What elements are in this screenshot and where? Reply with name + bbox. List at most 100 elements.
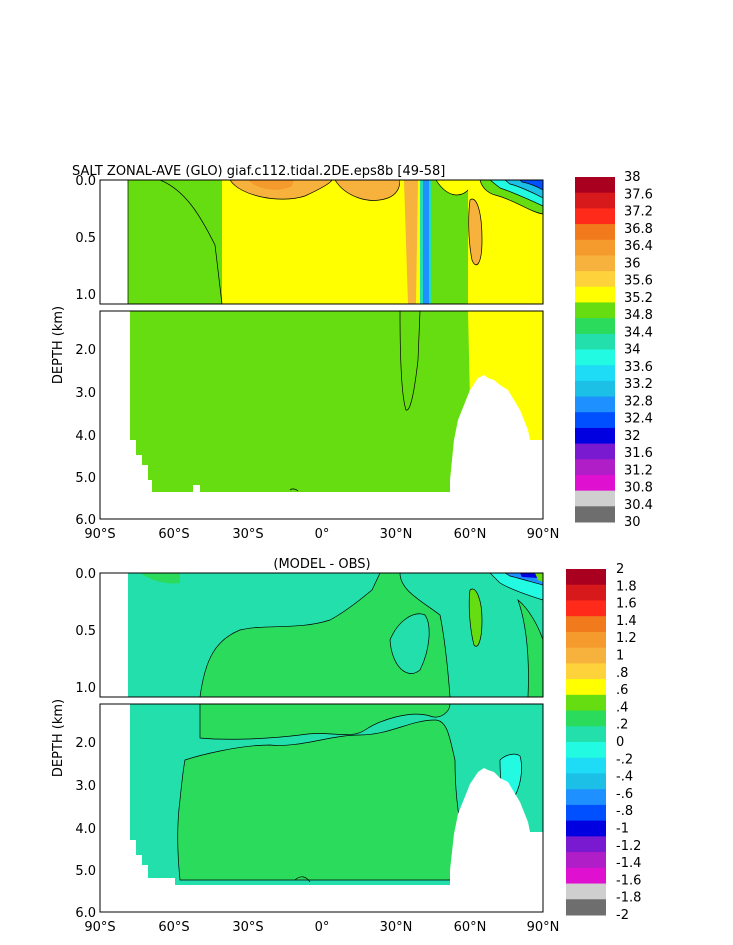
colorbar-label: 2 [616,562,624,577]
colorbar-swatch [575,349,615,366]
colorbar-label: -1 [616,822,629,837]
colorbar-swatch [575,192,615,209]
colorbar-swatch [566,647,606,664]
colorbar-label: -.8 [616,804,633,819]
colorbar-swatch [566,852,606,869]
colorbar-swatch [575,490,615,507]
colorbar-swatch [566,773,606,790]
colorbar-label: 33.2 [624,377,653,392]
salinity-title: SALT ZONAL-AVE (GLO) giaf.c112.tidal.2DE… [72,164,445,179]
colorbar-label: 1.2 [616,631,637,646]
colorbar-swatch [566,867,606,885]
salinity-upper-field [127,180,543,304]
colorbar-swatch [566,726,606,743]
anomaly-title: (MODEL - OBS) [273,557,370,572]
colorbar-label: -1.6 [616,873,641,888]
salinity-panel: SALT ZONAL-AVE (GLO) giaf.c112.tidal.2DE… [51,164,653,542]
anomaly-ytick-3: 2.0 [75,736,96,751]
salinity-ytick-2: 1.0 [75,288,96,303]
colorbar-swatch [566,663,606,680]
anomaly-xtick-4: 30°N [380,920,413,935]
salinity-lower-field [100,311,543,519]
colorbar-label: 1.8 [616,579,637,594]
colorbar-label: .2 [616,718,628,733]
colorbar-label: -.6 [616,787,633,802]
colorbar-swatch [575,255,615,272]
colorbar-swatch [575,506,615,523]
anomaly-ytick-7: 6.0 [75,906,96,921]
salinity-ytick-0: 0.0 [75,174,96,189]
anomaly-xtick-0: 90°S [84,920,115,935]
salinity-xtick-3: 0° [315,527,330,542]
colorbar-swatch [575,474,615,492]
colorbar-label: 32.8 [624,394,653,409]
colorbar-swatch [575,459,615,476]
colorbar-swatch [575,302,615,319]
salinity-ytick-4: 3.0 [75,386,96,401]
colorbar-label: .4 [616,700,628,715]
colorbar-label: 36.8 [624,222,653,237]
colorbar-label: -1.4 [616,856,641,871]
colorbar-swatch [575,318,615,335]
colorbar-swatch [566,820,606,837]
anomaly-colorbar: 21.81.61.41.21.8.6.4.20-.2-.4-.6-.8-1-1.… [566,562,641,923]
anomaly-lower-field [100,704,543,912]
colorbar-label: 30 [624,515,641,530]
colorbar-label: 34.4 [624,325,653,340]
anomaly-xtick-3: 0° [315,920,330,935]
colorbar-swatch [575,412,615,429]
colorbar-swatch [575,239,615,256]
colorbar-swatch [566,836,606,853]
salinity-colorbar: 38 37.6 37.2 36.8 36.4 36 35.6 35.2 34.8 34.4 34 33… [575,170,653,530]
colorbar-swatch [575,177,615,194]
salinity-xtick-0: 90°S [84,527,115,542]
colorbar-label: 32 [624,429,641,444]
colorbar-label: 36 [624,256,641,271]
colorbar-label: 0 [616,735,624,750]
colorbar-swatch [566,757,606,774]
colorbar-label: 35.2 [624,291,653,306]
colorbar-label: 36.4 [624,239,653,254]
salinity-ytick-1: 0.5 [75,231,96,246]
colorbar-label: -2 [616,908,629,923]
colorbar-swatch [566,616,606,633]
salinity-xtick-6: 90°N [527,527,560,542]
salinity-ytick-5: 4.0 [75,429,96,444]
colorbar-swatch [566,899,606,916]
colorbar-label: -.4 [616,770,633,785]
colorbar-label: 31.2 [624,463,653,478]
salinity-ytick-6: 5.0 [75,471,96,486]
colorbar-swatch [575,224,615,241]
colorbar-swatch [566,694,606,712]
colorbar-swatch [566,569,606,586]
colorbar-label: 31.6 [624,446,653,461]
colorbar-label: 30.8 [624,481,653,496]
colorbar-label: -.2 [616,752,633,767]
colorbar-label: 37.6 [624,187,653,202]
colorbar-label: 1.4 [616,614,637,629]
colorbar-label: -1.2 [616,839,641,854]
salinity-ytick-3: 2.0 [75,343,96,358]
colorbar-swatch [575,271,615,288]
colorbar-label: 33.6 [624,360,653,375]
colorbar-label: 1.6 [616,597,637,612]
salinity-xtick-2: 30°S [232,527,263,542]
salinity-xtick-4: 30°N [380,527,413,542]
colorbar-swatch [566,789,606,806]
colorbar-swatch [566,883,606,900]
anomaly-ytick-5: 4.0 [75,822,96,837]
anomaly-ytick-4: 3.0 [75,779,96,794]
colorbar-swatch [575,443,615,460]
colorbar-swatch [566,631,606,649]
colorbar-swatch [575,396,615,413]
colorbar-swatch [575,380,615,398]
colorbar-swatch [566,742,606,759]
colorbar-label: 1 [616,649,624,664]
anomaly-ylabel: DEPTH (km) [51,699,66,777]
colorbar-swatch [566,600,606,617]
anomaly-ytick-0: 0.0 [75,567,96,582]
colorbar-swatch [575,365,615,382]
colorbar-swatch [566,710,606,727]
colorbar-swatch [566,804,606,822]
